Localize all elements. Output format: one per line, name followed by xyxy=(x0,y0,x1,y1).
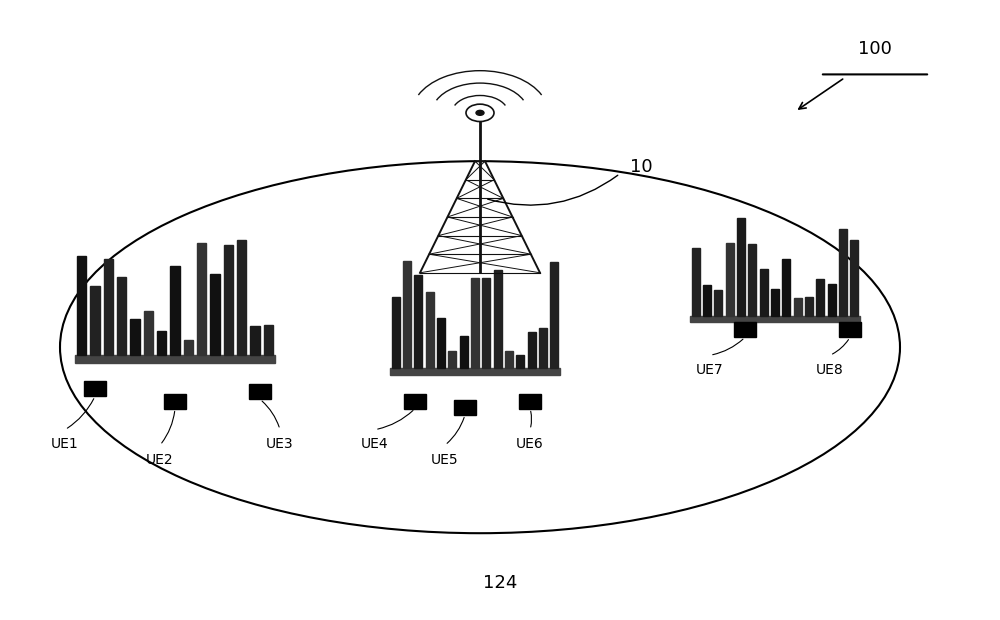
Bar xyxy=(454,400,476,415)
Bar xyxy=(250,326,260,355)
Bar xyxy=(714,290,722,316)
Bar xyxy=(224,245,233,355)
Bar xyxy=(390,368,560,375)
Bar xyxy=(471,278,479,368)
Text: 10: 10 xyxy=(630,158,653,177)
Bar xyxy=(539,329,547,368)
Bar xyxy=(448,351,456,368)
Bar xyxy=(184,340,193,355)
Bar xyxy=(771,289,779,316)
Text: UE1: UE1 xyxy=(51,437,79,451)
Bar xyxy=(516,355,524,368)
Bar xyxy=(210,273,220,355)
Bar xyxy=(839,229,847,316)
Bar xyxy=(703,285,711,316)
Bar xyxy=(426,292,434,368)
Text: UE6: UE6 xyxy=(516,437,544,451)
Bar xyxy=(737,218,745,316)
Bar xyxy=(77,256,86,355)
Bar xyxy=(726,243,734,316)
Text: UE7: UE7 xyxy=(696,363,724,377)
Text: UE8: UE8 xyxy=(816,363,844,377)
Bar xyxy=(437,318,445,368)
Text: UE5: UE5 xyxy=(431,453,459,467)
Bar xyxy=(170,266,180,355)
Text: UE2: UE2 xyxy=(146,453,174,467)
Bar xyxy=(528,332,536,368)
Bar xyxy=(144,311,153,355)
Bar xyxy=(550,262,558,368)
Bar xyxy=(157,330,166,355)
Bar xyxy=(414,275,422,368)
Text: 124: 124 xyxy=(483,574,517,592)
Bar xyxy=(734,322,756,337)
Text: 100: 100 xyxy=(858,40,892,58)
Bar xyxy=(460,336,468,368)
Bar xyxy=(104,259,113,355)
Bar xyxy=(164,394,186,409)
Bar xyxy=(816,279,824,316)
Bar xyxy=(403,261,411,368)
Bar xyxy=(748,244,756,316)
Text: UE3: UE3 xyxy=(266,437,294,451)
Bar xyxy=(692,249,700,316)
Bar xyxy=(760,269,768,316)
Bar xyxy=(130,319,140,355)
Bar xyxy=(90,286,100,355)
Circle shape xyxy=(476,110,484,115)
Bar xyxy=(519,394,541,409)
Bar xyxy=(690,316,860,322)
Bar xyxy=(84,381,106,396)
Bar xyxy=(805,297,813,316)
Bar xyxy=(839,322,861,337)
Bar xyxy=(75,355,275,363)
Bar xyxy=(782,259,790,316)
Bar xyxy=(237,240,246,355)
Bar xyxy=(494,270,502,368)
Bar xyxy=(794,298,802,316)
Bar xyxy=(850,241,858,316)
Bar xyxy=(264,325,273,355)
Bar xyxy=(249,384,271,399)
Bar xyxy=(482,278,490,368)
Bar xyxy=(117,277,126,355)
Bar xyxy=(505,352,513,368)
Bar xyxy=(392,297,400,368)
Bar xyxy=(197,243,206,355)
Text: UE4: UE4 xyxy=(361,437,389,451)
Bar xyxy=(828,284,836,316)
Bar xyxy=(404,394,426,409)
